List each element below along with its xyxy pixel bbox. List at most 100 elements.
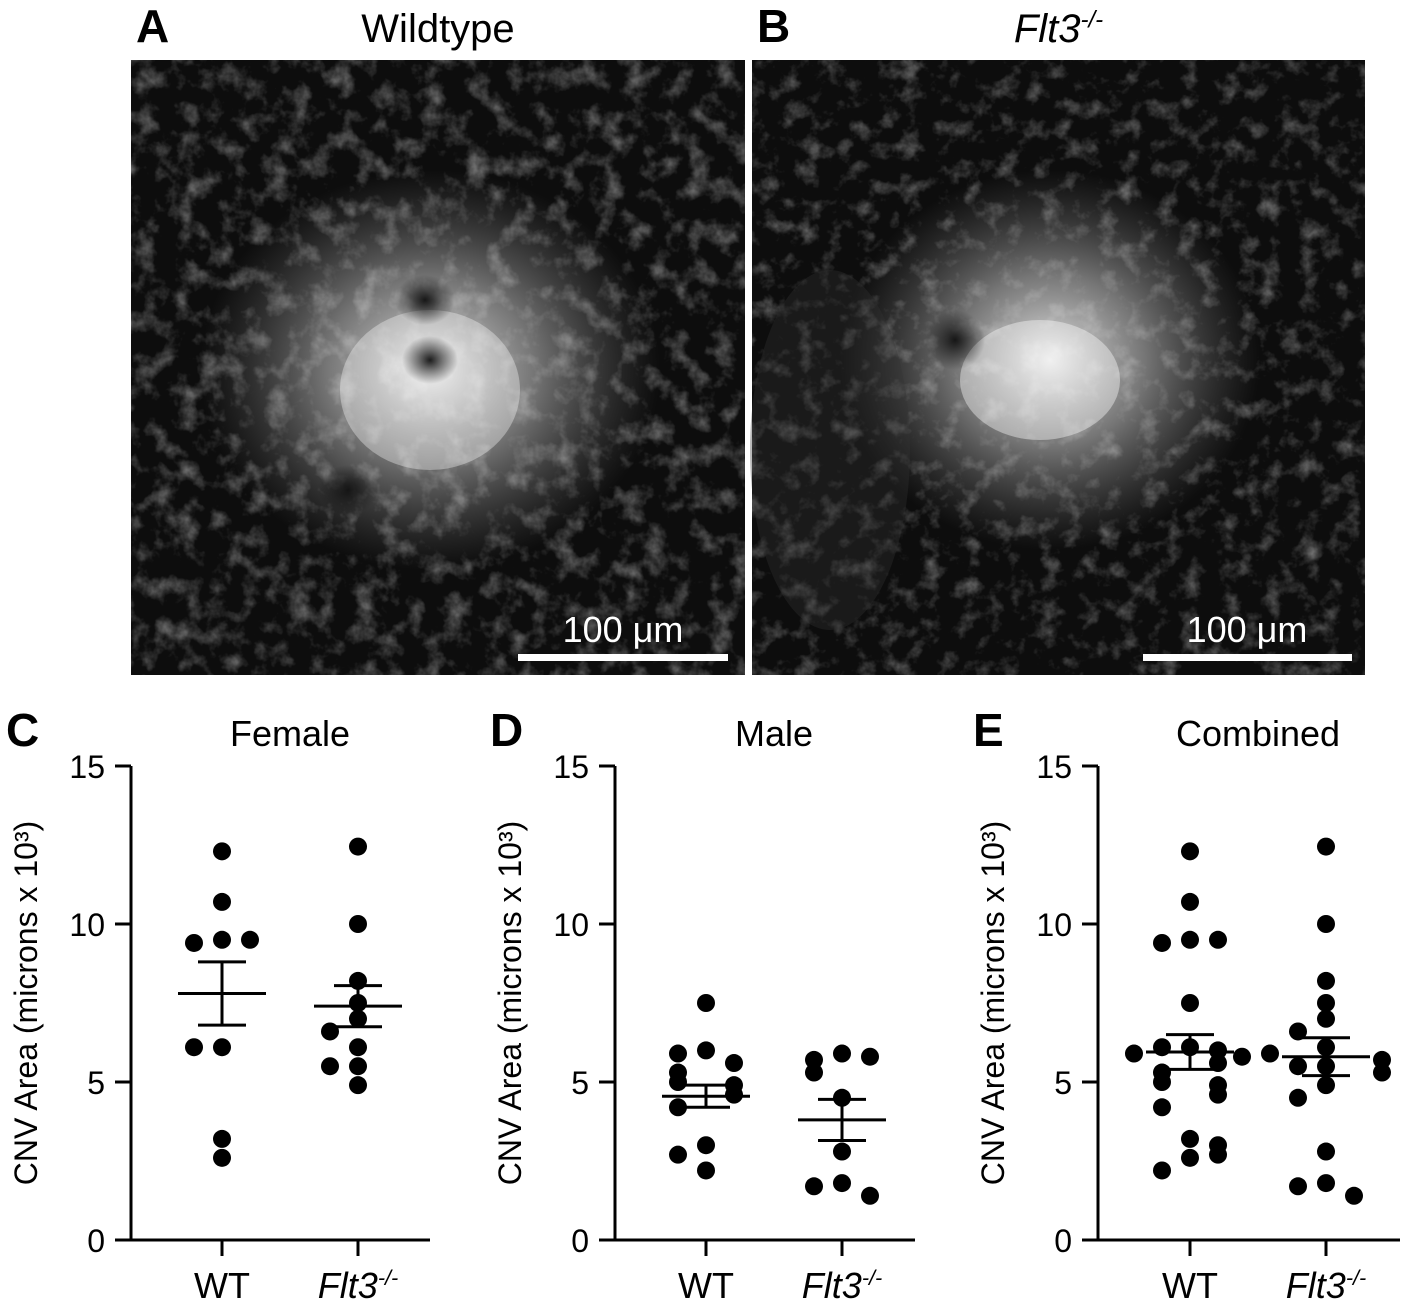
data-point xyxy=(861,1186,879,1205)
data-point xyxy=(1373,1063,1391,1082)
y-tick-label: 5 xyxy=(1054,1065,1072,1101)
data-point xyxy=(1289,1177,1307,1196)
data-point xyxy=(213,930,231,949)
data-point xyxy=(833,1088,851,1107)
data-point xyxy=(805,1050,823,1069)
y-tick-label: 0 xyxy=(1054,1223,1072,1259)
y-axis-label: CNV Area (microns x 10³) xyxy=(8,821,44,1186)
data-point xyxy=(1317,1076,1335,1095)
error-bar xyxy=(682,1083,730,1109)
error-bar xyxy=(818,1097,866,1142)
data-point xyxy=(1317,1009,1335,1028)
data-point xyxy=(1181,994,1199,1012)
data-point xyxy=(1125,1044,1143,1063)
data-point xyxy=(669,1073,687,1091)
y-tick-label: 5 xyxy=(571,1065,589,1101)
y-tick-label: 5 xyxy=(87,1065,105,1101)
data-point xyxy=(241,930,259,949)
data-point xyxy=(1209,930,1227,949)
data-point xyxy=(833,1142,851,1161)
micrograph-a xyxy=(131,60,745,675)
data-point xyxy=(1317,837,1335,856)
y-tick-label: 10 xyxy=(69,907,105,943)
data-point xyxy=(1153,1038,1171,1057)
panel-title: Wildtype xyxy=(361,7,514,51)
data-point xyxy=(669,1145,687,1164)
x-tick-label: WT xyxy=(678,1265,734,1303)
data-point xyxy=(1209,1041,1227,1060)
x-tick-label: WT xyxy=(194,1265,250,1303)
data-point xyxy=(1261,1044,1279,1063)
y-tick-label: 0 xyxy=(571,1223,589,1259)
data-point xyxy=(349,1038,367,1057)
data-point xyxy=(1209,1145,1227,1164)
y-tick-label: 15 xyxy=(553,749,589,785)
y-tick-label: 15 xyxy=(1036,749,1072,785)
data-point xyxy=(1209,1054,1227,1073)
data-point xyxy=(349,1076,367,1095)
x-tick-label: Flt3-/- xyxy=(1286,1265,1366,1303)
x-tick-label: Flt3-/- xyxy=(318,1265,398,1303)
scale-bar-label: 100 μm xyxy=(563,609,684,650)
x-tick-label: WT xyxy=(1162,1265,1218,1303)
panel-letter: A xyxy=(136,0,169,52)
data-point xyxy=(1181,930,1199,949)
data-point xyxy=(1289,1022,1307,1041)
y-axis-label: CNV Area (microns x 10³) xyxy=(492,821,528,1186)
data-point xyxy=(805,1063,823,1082)
data-point xyxy=(321,1022,339,1041)
y-tick-label: 10 xyxy=(553,907,589,943)
scale-bar-label: 100 μm xyxy=(1187,609,1308,650)
panel-letter: D xyxy=(490,704,523,756)
chart-title: Male xyxy=(735,713,813,754)
panel-letter: B xyxy=(757,0,790,52)
micrograph-b xyxy=(750,60,1365,675)
y-tick-label: 10 xyxy=(1036,907,1072,943)
data-point xyxy=(349,837,367,856)
data-point xyxy=(1345,1186,1363,1205)
panel-title: Flt3-/- xyxy=(1014,7,1103,51)
chart-title: Combined xyxy=(1176,713,1340,754)
data-point xyxy=(1317,1174,1335,1193)
data-point xyxy=(1373,1050,1391,1069)
data-point xyxy=(349,1057,367,1076)
data-point xyxy=(213,1038,231,1057)
data-point xyxy=(213,1129,231,1148)
data-point xyxy=(1153,933,1171,952)
data-point xyxy=(669,1098,687,1117)
y-tick-label: 15 xyxy=(69,749,105,785)
data-point xyxy=(1233,1047,1251,1066)
data-point xyxy=(321,1057,339,1076)
data-point xyxy=(805,1177,823,1196)
error-bar xyxy=(1302,1036,1350,1078)
data-point xyxy=(697,1041,715,1060)
charts: C Female CNV Area (microns x 10³) 0 5 10 15 WT F… xyxy=(6,704,1400,1303)
data-point xyxy=(833,1044,851,1063)
image-labels: A Wildtype 100 μm B Flt3-/- 100 μm xyxy=(136,0,1307,650)
x-tick-label: Flt3-/- xyxy=(802,1265,882,1303)
error-bar xyxy=(334,984,382,1029)
y-tick-label: 0 xyxy=(87,1223,105,1259)
data-point xyxy=(1317,915,1335,933)
data-point xyxy=(669,1044,687,1063)
panel-letter: C xyxy=(6,704,39,756)
data-point xyxy=(1289,1057,1307,1076)
data-point xyxy=(1181,892,1199,911)
data-point xyxy=(1317,994,1335,1012)
data-point xyxy=(861,1047,879,1066)
data-point xyxy=(1181,1148,1199,1167)
data-point xyxy=(1289,1088,1307,1107)
data-point xyxy=(725,1085,743,1104)
data-point xyxy=(185,1038,203,1057)
data-point xyxy=(697,994,715,1012)
data-point xyxy=(1153,1161,1171,1180)
error-bar xyxy=(198,960,246,1027)
data-point xyxy=(1209,1085,1227,1104)
data-point xyxy=(725,1054,743,1073)
data-point xyxy=(697,1161,715,1180)
data-point xyxy=(833,1174,851,1193)
data-point xyxy=(213,842,231,861)
y-axis-label: CNV Area (microns x 10³) xyxy=(975,821,1011,1186)
data-point xyxy=(1317,1142,1335,1161)
